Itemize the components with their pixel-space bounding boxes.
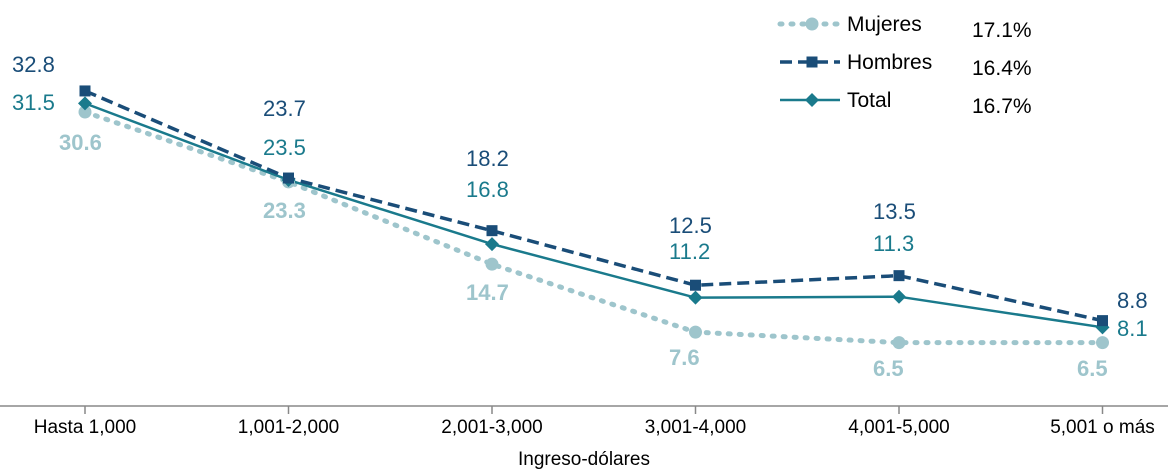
data-point-hombres (690, 279, 701, 291)
data-label-hombres: 13.5 (873, 199, 916, 224)
data-point-hombres (486, 225, 498, 237)
data-point-mujeres (78, 105, 92, 119)
legend-marker-mujeres (805, 17, 819, 31)
data-label-hombres: 8.8 (1117, 288, 1148, 313)
legend-value-mujeres: 17.1% (972, 19, 1032, 42)
data-point-hombres (893, 270, 905, 282)
data-point-mujeres (892, 336, 906, 350)
data-label-total: 23.5 (263, 135, 306, 160)
data-label-mujeres: 14.7 (466, 280, 509, 305)
legend-value-total: 16.7% (972, 95, 1032, 118)
x-axis-label: Ingreso-dólares (518, 449, 650, 470)
data-label-total: 8.1 (1117, 316, 1148, 341)
data-point-total (485, 237, 499, 252)
data-label-hombres: 23.7 (263, 96, 306, 121)
legend-label-hombres: Hombres (847, 51, 932, 74)
legend-marker-hombres (806, 56, 818, 68)
x-tick-label: 3,001-4,000 (645, 417, 746, 438)
x-tick-label: 1,001-2,000 (238, 417, 339, 438)
data-label-hombres: 18.2 (466, 146, 509, 171)
data-label-mujeres: 23.3 (263, 198, 306, 223)
x-tick-label: 5,001 o más (1050, 417, 1155, 438)
data-label-total: 11.2 (669, 239, 710, 264)
data-label-mujeres: 6.5 (1077, 356, 1108, 381)
data-label-mujeres: 30.6 (59, 130, 102, 155)
data-label-hombres: 32.8 (12, 52, 55, 77)
data-label-total: 11.3 (873, 231, 914, 256)
series-line-total (84, 102, 1103, 329)
data-point-hombres (1097, 315, 1108, 327)
x-tick-label: 4,001-5,000 (848, 417, 949, 438)
series-line-hombres (84, 89, 1103, 323)
data-point-hombres (79, 85, 91, 97)
legend-value-hombres: 16.4% (972, 57, 1032, 80)
data-label-total: 16.8 (466, 177, 509, 202)
data-point-mujeres (1096, 336, 1109, 350)
data-point-total (688, 290, 703, 305)
data-label-mujeres: 6.5 (873, 356, 904, 381)
data-label-hombres: 12.5 (669, 213, 712, 238)
data-label-total: 31.5 (12, 90, 55, 115)
legend-marker-total (805, 93, 819, 107)
data-point-mujeres (485, 257, 499, 271)
data-point-mujeres (689, 325, 702, 339)
data-point-total (892, 289, 906, 304)
series-line-mujeres (82, 109, 1105, 346)
legend-label-mujeres: Mujeres (847, 13, 922, 36)
x-tick-label: 2,001-3,000 (441, 417, 542, 438)
data-point-total (78, 96, 92, 111)
x-tick-label: Hasta 1,000 (34, 417, 136, 438)
data-label-mujeres: 7.6 (669, 345, 700, 370)
data-point-hombres (283, 172, 294, 184)
legend-label-total: Total (847, 89, 891, 112)
